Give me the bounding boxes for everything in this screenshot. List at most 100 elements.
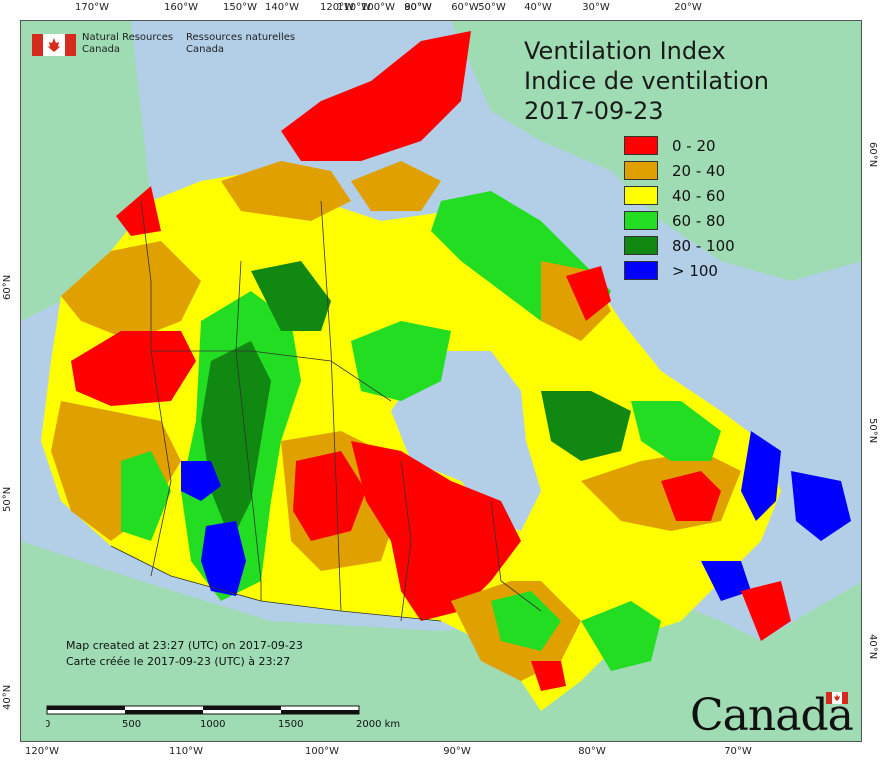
graticule-label-left: 60°N xyxy=(2,274,13,300)
legend-label: 40 - 60 xyxy=(672,186,726,205)
graticule-label-top: 100°W xyxy=(361,2,395,13)
wordmark-flag-icon xyxy=(826,692,848,704)
graticule-label-top: 80°W xyxy=(404,2,432,13)
legend-label: 20 - 40 xyxy=(672,161,726,180)
graticule-label-right: 50°N xyxy=(867,418,878,444)
legend-label: 0 - 20 xyxy=(672,136,716,155)
prairie-blue-2 xyxy=(201,521,246,596)
ontario-green xyxy=(491,591,561,651)
legend-swatch xyxy=(624,161,658,180)
agency-en-line2: Canada xyxy=(82,44,121,55)
quebec-red xyxy=(661,471,721,521)
graticule-label-bottom: 100°W xyxy=(305,746,339,757)
scale-label: 1500 xyxy=(278,719,303,730)
created-french: Carte créée le 2017-09-23 (UTC) à 23:27 xyxy=(66,655,291,668)
nwt-darkgreen xyxy=(251,261,331,331)
bc-green xyxy=(121,451,171,541)
graticule-label-top: 60°W xyxy=(451,2,479,13)
ellesmere-island xyxy=(281,31,471,161)
province-borders xyxy=(110,200,542,622)
quebec-darkgreen xyxy=(541,391,631,461)
map-title: Ventilation Index Indice de ventilation … xyxy=(524,36,769,126)
maritimes-blue xyxy=(701,561,751,601)
graticule-label-top: 150°W xyxy=(223,2,257,13)
arctic-island-3 xyxy=(351,161,441,211)
scale-bar: 0 500 1000 1500 2000 km xyxy=(44,705,406,737)
legend-item: 80 - 100 xyxy=(624,233,735,258)
graticule-label-bottom: 80°W xyxy=(578,746,606,757)
graticule-label-top: 170°W xyxy=(75,2,109,13)
graticule-label-top: 160°W xyxy=(164,2,198,13)
nunavut-green xyxy=(351,321,451,401)
legend-item: 60 - 80 xyxy=(624,208,735,233)
title-english: Ventilation Index xyxy=(524,37,726,65)
agency-en-line1: Natural Resources xyxy=(82,32,174,43)
prairie-red-2 xyxy=(351,441,521,621)
map-canvas[interactable] xyxy=(20,20,862,742)
legend-swatch xyxy=(624,136,658,155)
legend: 0 - 20 20 - 40 40 - 60 60 - 80 80 - 100 > 100 xyxy=(624,133,735,283)
creation-note: Map created at 23:27 (UTC) on 2017-09-23… xyxy=(66,638,303,670)
border-us xyxy=(110,545,442,622)
prairie-darkgreen xyxy=(201,341,271,541)
hudson-bay xyxy=(391,351,541,531)
graticule-label-bottom: 120°W xyxy=(25,746,59,757)
legend-swatch xyxy=(624,236,658,255)
title-date: 2017-09-23 xyxy=(524,97,664,125)
legend-swatch xyxy=(624,211,658,230)
canada-wordmark: Canada xyxy=(690,690,854,741)
title-french: Indice de ventilation xyxy=(524,67,770,95)
border-on-qc xyxy=(490,500,542,612)
southern-green xyxy=(581,601,661,671)
legend-label: > 100 xyxy=(672,261,718,280)
legend-item: > 100 xyxy=(624,258,735,283)
newfoundland-blue xyxy=(791,471,851,541)
border-60n xyxy=(151,350,392,402)
graticule-label-top: 140°W xyxy=(265,2,299,13)
scale-bar-graphic: 0 500 1000 1500 2000 km xyxy=(44,705,400,730)
prairie-blue-1 xyxy=(181,461,221,501)
arctic-island-2 xyxy=(221,161,351,221)
legend-label: 80 - 100 xyxy=(672,236,735,255)
graticule-label-top: 30°W xyxy=(582,2,610,13)
legend-item: 40 - 60 xyxy=(624,183,735,208)
graticule-label-bottom: 70°W xyxy=(724,746,752,757)
labrador-green xyxy=(631,401,721,461)
agency-fr-line1: Ressources naturelles xyxy=(186,32,296,43)
border-mb-on xyxy=(400,460,412,622)
scale-label: 2000 km xyxy=(356,719,400,730)
graticule-label-top: 50°W xyxy=(478,2,506,13)
yukon-orange xyxy=(61,241,201,341)
graticule-label-right: 60°N xyxy=(867,142,878,168)
border-sk-mb xyxy=(320,200,342,612)
scale-label: 500 xyxy=(122,719,141,730)
canada-flag-icon xyxy=(32,34,76,56)
graticule-label-top: 120°W xyxy=(320,2,354,13)
prairie-red-1 xyxy=(293,451,366,541)
graticule-label-top: 20°W xyxy=(674,2,702,13)
graticule-label-left: 50°N xyxy=(2,486,13,512)
scale-label: 0 xyxy=(46,719,50,730)
bc-red xyxy=(71,331,196,406)
maritimes-red xyxy=(741,581,791,641)
legend-item: 0 - 20 xyxy=(624,133,735,158)
graticule-label-top: 40°W xyxy=(524,2,552,13)
yukon-red-north xyxy=(116,186,161,236)
graticule-label-bottom: 110°W xyxy=(169,746,203,757)
graticule-label-top: 90°W xyxy=(404,2,432,13)
graticule-label-left: 40°N xyxy=(2,684,13,710)
agency-fr-line2: Canada xyxy=(186,44,225,55)
usa-landmass xyxy=(21,541,861,741)
legend-item: 20 - 40 xyxy=(624,158,735,183)
map-svg xyxy=(21,21,861,741)
border-ab-sk xyxy=(235,260,262,601)
graticule-label-top: 110°W xyxy=(337,2,371,13)
legend-label: 60 - 80 xyxy=(672,211,726,230)
graticule-label-right: 40°N xyxy=(867,634,878,660)
southern-red-spot xyxy=(531,661,566,691)
baffin-red xyxy=(566,266,611,321)
graticule-label-bottom: 90°W xyxy=(443,746,471,757)
labrador-blue xyxy=(741,431,781,521)
created-english: Map created at 23:27 (UTC) on 2017-09-23 xyxy=(66,639,303,652)
